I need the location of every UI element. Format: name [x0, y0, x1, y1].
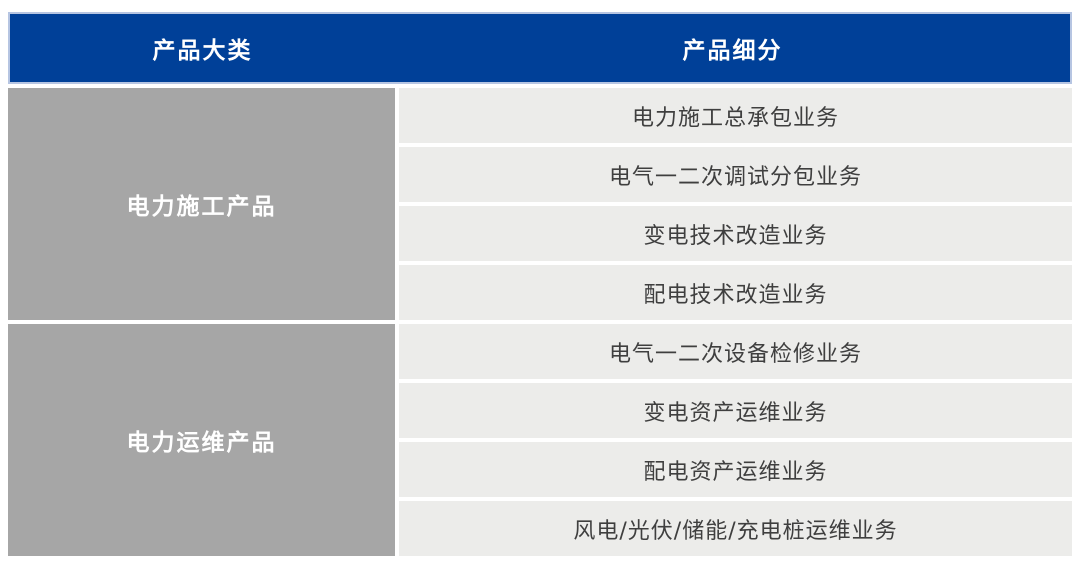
table-header-row: 产品大类 产品细分 — [8, 12, 1072, 84]
table-row: 变电技术改造业务 — [399, 206, 1072, 261]
category-cell-power-operation: 电力运维产品 — [8, 324, 395, 556]
subdivision-column: 电力施工总承包业务 电气一二次调试分包业务 变电技术改造业务 配电技术改造业务 … — [399, 88, 1072, 556]
header-cell-product-category: 产品大类 — [152, 38, 253, 64]
category-cell-power-construction: 电力施工产品 — [8, 88, 395, 320]
table-row: 配电技术改造业务 — [399, 265, 1072, 320]
table-row: 风电/光伏/储能/充电桩运维业务 — [399, 501, 1072, 556]
header-cell-product-subdivision: 产品细分 — [682, 38, 783, 64]
table-row: 电气一二次设备检修业务 — [399, 324, 1072, 379]
product-table: 产品大类 产品细分 电力施工产品 电力运维产品 电力施工总承包业务 电气一二次调… — [8, 12, 1072, 556]
table-body: 电力施工产品 电力运维产品 电力施工总承包业务 电气一二次调试分包业务 变电技术… — [8, 88, 1072, 556]
table-row: 电气一二次调试分包业务 — [399, 147, 1072, 202]
table-row: 变电资产运维业务 — [399, 383, 1072, 438]
category-column: 电力施工产品 电力运维产品 — [8, 88, 395, 556]
table-row: 电力施工总承包业务 — [399, 88, 1072, 143]
table-row: 配电资产运维业务 — [399, 442, 1072, 497]
